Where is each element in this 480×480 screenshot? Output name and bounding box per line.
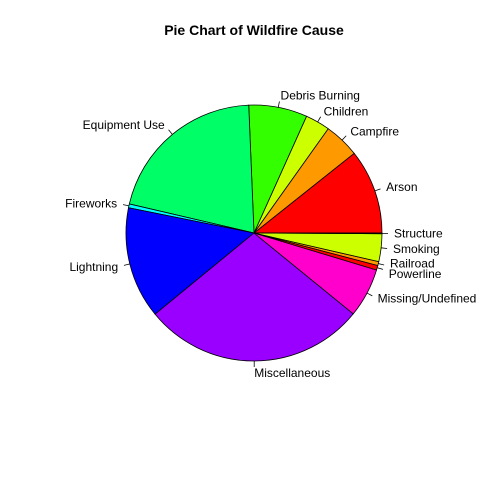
pie-slice bbox=[128, 104, 255, 234]
slice-label: Missing/Undefined bbox=[378, 292, 477, 306]
label-tick bbox=[277, 101, 280, 108]
label-tick bbox=[168, 129, 173, 135]
slice-label: Smoking bbox=[393, 242, 440, 256]
label-tick bbox=[366, 292, 373, 297]
slice-label: Railroad bbox=[390, 256, 435, 270]
slice-label: Lightning bbox=[69, 260, 118, 274]
slice-label: Miscellaneous bbox=[254, 366, 330, 380]
pie-slice bbox=[125, 207, 255, 315]
label-tick bbox=[341, 135, 347, 141]
label-tick bbox=[378, 263, 385, 266]
slice-label: Campfire bbox=[350, 124, 399, 138]
slice-label: Arson bbox=[386, 180, 417, 194]
pie-labels: Arson Campfire Children Debris Burning Equip… bbox=[65, 89, 476, 380]
slice-label: Children bbox=[324, 105, 369, 119]
label-tick bbox=[317, 116, 321, 123]
chart-title: Pie Chart of Wildfire Cause bbox=[164, 22, 344, 38]
label-tick bbox=[123, 263, 130, 266]
label-tick bbox=[374, 188, 381, 192]
slice-label: Fireworks bbox=[65, 196, 117, 210]
pie-slices bbox=[125, 104, 383, 362]
label-tick bbox=[381, 247, 388, 249]
pie-slice bbox=[154, 232, 354, 362]
label-tick bbox=[122, 204, 129, 207]
slice-label: Powerline bbox=[389, 267, 442, 281]
slice-label: Structure bbox=[394, 226, 443, 240]
label-tick bbox=[377, 267, 384, 270]
slice-label: Debris Burning bbox=[281, 89, 360, 103]
slice-label: Equipment Use bbox=[83, 118, 165, 132]
